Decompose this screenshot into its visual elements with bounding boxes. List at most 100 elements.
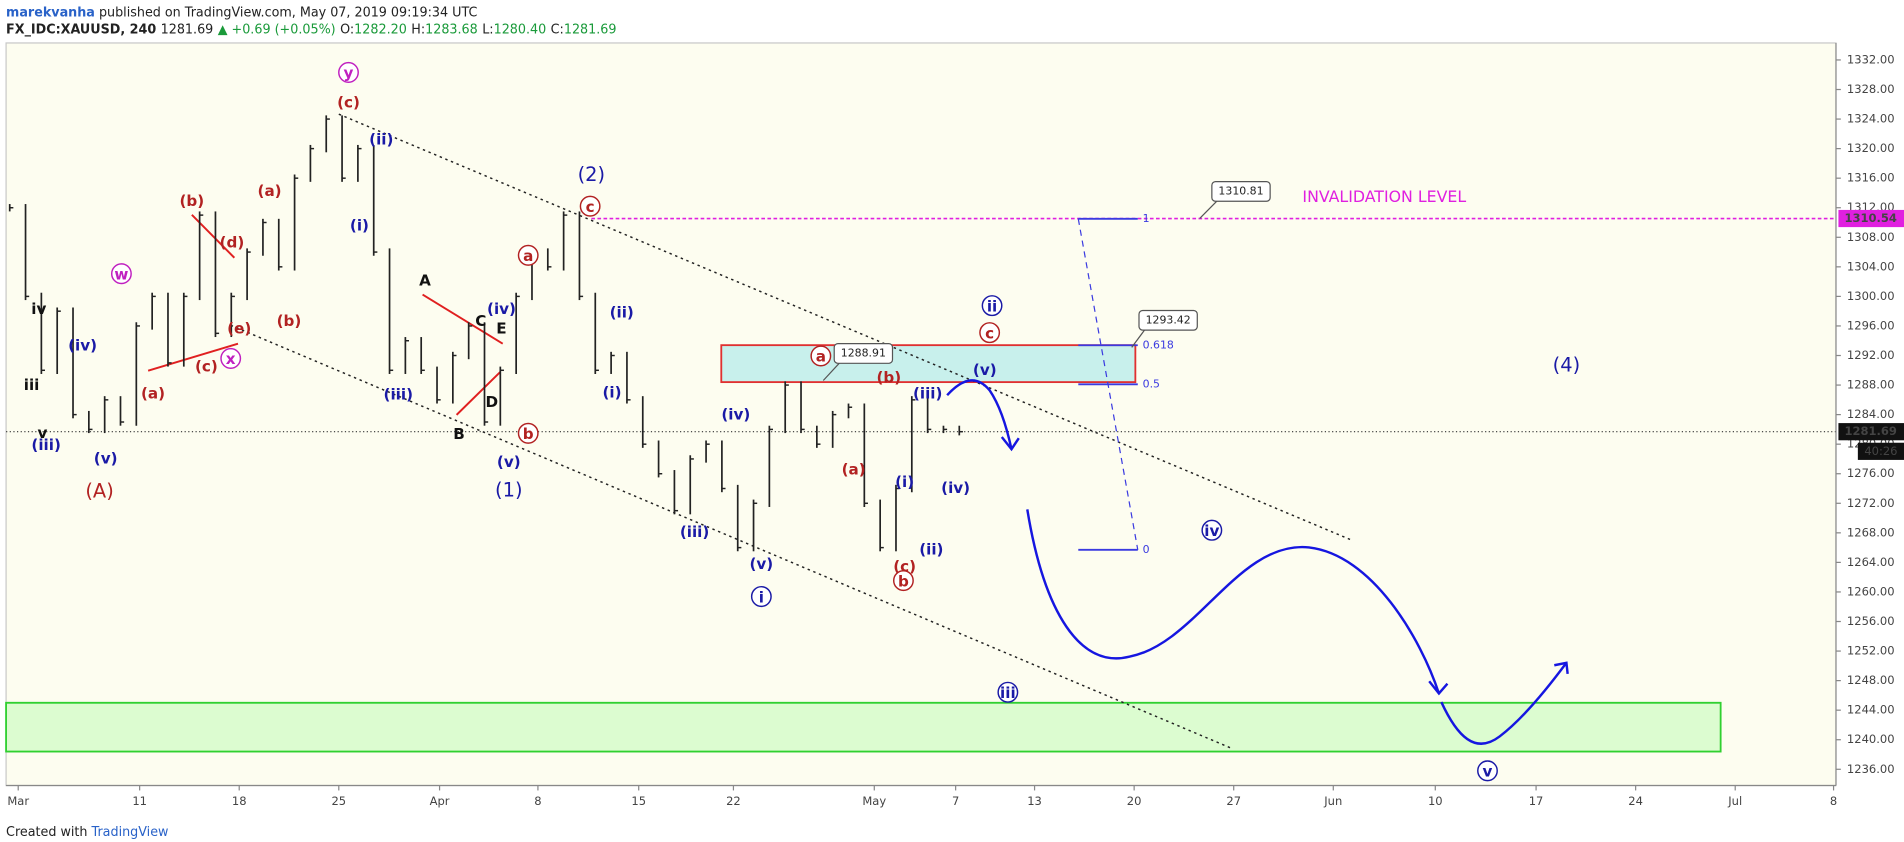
callout-label: 1288.91 bbox=[841, 346, 886, 359]
x-tick-label: 8 bbox=[1830, 794, 1837, 808]
price-axis bbox=[1836, 42, 1904, 786]
ohlc-l-label: L: bbox=[482, 22, 493, 37]
wave-label: (d) bbox=[220, 233, 245, 251]
wave-label: i bbox=[759, 588, 764, 606]
arrow-head bbox=[1000, 436, 1020, 452]
wave-circle bbox=[338, 61, 359, 83]
drawings: INVALIDATION LEVEL 1 0.618 0.5 0 1310.81 1293.… bbox=[5, 42, 1904, 808]
x-tick-label: Apr bbox=[430, 794, 450, 808]
wave-label: (c) bbox=[195, 357, 218, 375]
wave-label: (iv) bbox=[721, 405, 750, 423]
callout-label: 1293.42 bbox=[1146, 313, 1191, 326]
ohlc-c: 1281.69 bbox=[564, 22, 617, 37]
wave-label: b bbox=[898, 572, 909, 590]
y-tick-label: 1300.00 bbox=[1847, 289, 1895, 303]
triangle-line bbox=[455, 371, 501, 416]
wave-label: (ii) bbox=[369, 130, 393, 148]
wave-label: (iv) bbox=[68, 337, 97, 355]
x-tick-label: Jul bbox=[1727, 794, 1742, 808]
current-tag-bg bbox=[1838, 423, 1904, 441]
y-tick-label: 1288.00 bbox=[1847, 378, 1895, 392]
wave-circle bbox=[517, 244, 539, 266]
y-tick-label: 1236.00 bbox=[1847, 762, 1895, 776]
x-tick-label: Jun bbox=[1323, 794, 1342, 808]
wave-label: b bbox=[523, 425, 534, 443]
plot-area bbox=[5, 42, 1837, 787]
wave-label: (ii) bbox=[919, 540, 943, 558]
y-tick-label: 1252.00 bbox=[1847, 644, 1895, 658]
fib-label: 0.618 bbox=[1143, 338, 1174, 351]
wave-circle bbox=[892, 570, 914, 592]
x-tick-label: 25 bbox=[331, 794, 346, 808]
change: ▲ +0.69 (+0.05%) bbox=[218, 22, 336, 37]
callout-box bbox=[1211, 181, 1271, 202]
last: 1281.69 bbox=[161, 22, 214, 37]
wave-label: (4) bbox=[1553, 353, 1581, 376]
wave-label: (iii) bbox=[680, 523, 709, 541]
invalidation-tag-bg bbox=[1838, 209, 1904, 228]
wave-circle bbox=[750, 585, 772, 608]
wave-label: iii bbox=[24, 376, 40, 394]
countdown-bg bbox=[1857, 442, 1904, 460]
wave-label: y bbox=[344, 64, 354, 82]
symbol-line: FX_IDC:XAUUSD, 240 1281.69 ▲ +0.69 (+0.0… bbox=[6, 22, 616, 37]
wave-circle bbox=[110, 263, 132, 285]
callout-box bbox=[833, 343, 894, 364]
zone bbox=[5, 701, 1722, 753]
wave-label: (e) bbox=[227, 319, 251, 337]
channel-lower bbox=[230, 324, 1233, 750]
arrow-head bbox=[1554, 661, 1569, 674]
callout-box bbox=[1138, 309, 1198, 331]
wave-label: (b) bbox=[876, 368, 901, 386]
wave-circle bbox=[517, 422, 539, 444]
fib-trend bbox=[1077, 218, 1139, 550]
wave-label: v bbox=[1483, 762, 1493, 780]
wave-label: w bbox=[114, 265, 128, 283]
wave-label: (b) bbox=[277, 312, 302, 330]
fib-label: 1 bbox=[1143, 212, 1150, 225]
triangle-line bbox=[147, 342, 239, 372]
wave-label: (ii) bbox=[610, 303, 634, 321]
wave-circle bbox=[997, 681, 1019, 703]
wave-label: a bbox=[523, 247, 533, 265]
wave-label: (i) bbox=[602, 383, 621, 401]
wave-circle bbox=[979, 322, 1001, 344]
channel-upper bbox=[338, 113, 1352, 541]
wave-label: (c) bbox=[337, 94, 360, 112]
x-tick-label: 8 bbox=[534, 794, 541, 808]
fib-label: 0.5 bbox=[1143, 377, 1160, 390]
y-tick-label: 1296.00 bbox=[1847, 318, 1895, 332]
countdown: 40:26 bbox=[1864, 444, 1897, 458]
y-tick-label: 1292.00 bbox=[1847, 348, 1895, 362]
y-tick-label: 1284.00 bbox=[1847, 407, 1895, 421]
y-tick-label: 1272.00 bbox=[1847, 496, 1895, 510]
ohlc-l: 1280.40 bbox=[494, 22, 547, 37]
ohlc-c-label: C: bbox=[551, 22, 564, 37]
callout-pointer bbox=[1131, 327, 1147, 348]
triangle-line bbox=[422, 293, 504, 345]
wave-label: (2) bbox=[578, 163, 606, 186]
header-line: marekvanha published on TradingView.com,… bbox=[6, 5, 477, 20]
ohlc-h-label: H: bbox=[411, 22, 425, 37]
wave-label: (i) bbox=[895, 473, 914, 491]
wave-label: v bbox=[38, 424, 48, 442]
x-tick-label: 22 bbox=[726, 794, 741, 808]
wave-circle bbox=[1201, 519, 1223, 541]
x-tick-label: 15 bbox=[631, 794, 646, 808]
y-tick-label: 1264.00 bbox=[1847, 555, 1895, 569]
y-tick-label: 1260.00 bbox=[1847, 584, 1895, 598]
wave-circle bbox=[810, 345, 832, 367]
x-tick-label: 27 bbox=[1226, 794, 1241, 808]
wave-label: (a) bbox=[141, 384, 165, 402]
y-tick-label: 1256.00 bbox=[1847, 614, 1895, 628]
wave-label: E bbox=[496, 319, 506, 337]
wave-label: (iii) bbox=[384, 386, 413, 404]
projection bbox=[946, 379, 1013, 450]
y-tick-label: 1320.00 bbox=[1847, 141, 1895, 155]
wave-label: (iv) bbox=[487, 300, 516, 318]
y-tick-label: 1316.00 bbox=[1847, 171, 1895, 185]
wave-label: ii bbox=[987, 297, 997, 315]
wave-label: (b) bbox=[179, 192, 204, 210]
wave-label: (i) bbox=[350, 216, 369, 234]
wave-label: C bbox=[475, 312, 486, 330]
